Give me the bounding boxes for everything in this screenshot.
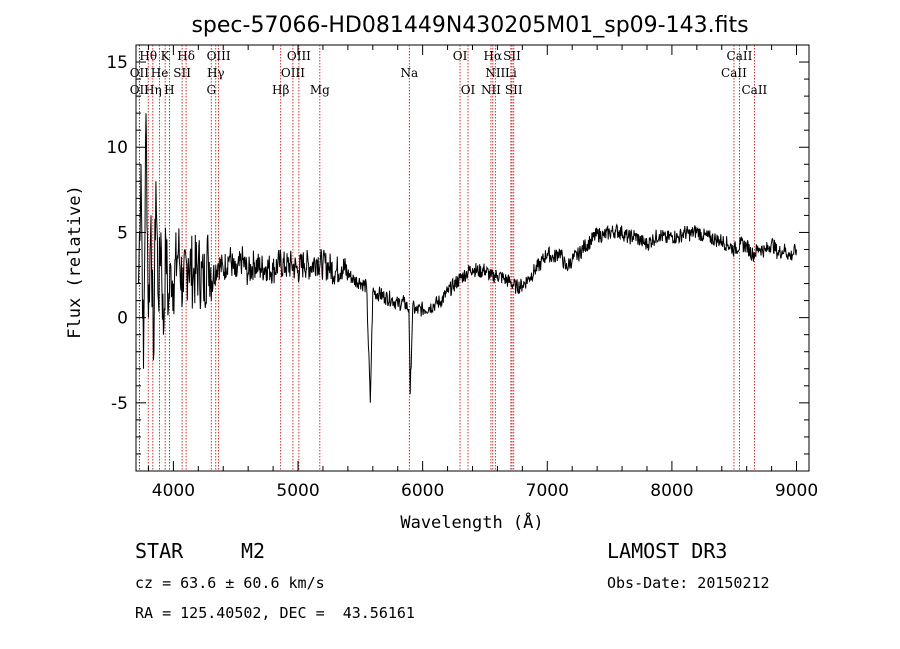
y-tick-label: 10	[106, 138, 128, 158]
emission-line-label: Hθ	[139, 49, 157, 63]
emission-line-markers	[138, 45, 755, 471]
y-tick-label: 0	[117, 309, 128, 329]
emission-line-label: OII	[130, 66, 150, 80]
y-tick-label: -5	[111, 394, 128, 414]
x-axis-label: Wavelength (Å)	[400, 511, 543, 533]
emission-line-label: Hδ	[177, 49, 195, 63]
survey-name: LAMOST DR3	[607, 539, 728, 563]
emission-line-label: Li	[505, 66, 517, 80]
emission-line-label: OIII	[207, 49, 231, 63]
spectrum-line	[138, 113, 797, 403]
emission-line-label: CaII	[741, 83, 767, 97]
emission-line-label: SII	[505, 83, 523, 97]
x-axis-ticks: 4000 5000 6000 7000 8000 9000	[147, 45, 818, 501]
emission-line-label: He	[151, 66, 169, 80]
emission-line-label: OI	[461, 83, 476, 97]
emission-line-label: Hα	[484, 49, 503, 63]
object-subclass: M2	[241, 539, 266, 563]
y-axis-label: Flux (relative)	[65, 185, 85, 339]
emission-line-label: CaII	[727, 49, 753, 63]
emission-line-label: OIII	[281, 66, 305, 80]
emission-line-label: Hη	[144, 83, 162, 97]
x-tick-label: 5000	[276, 481, 319, 501]
emission-line-label: Hγ	[207, 66, 225, 80]
x-tick-label: 6000	[401, 481, 444, 501]
y-axis-ticks: -5 0 5 10 15	[106, 44, 809, 455]
x-tick-label: 7000	[526, 481, 569, 501]
x-tick-label: 9000	[775, 481, 818, 501]
emission-line-label: SII	[173, 66, 191, 80]
emission-line-label: SII	[503, 49, 521, 63]
x-tick-label: 4000	[152, 481, 195, 501]
emission-line-label: CaII	[721, 66, 747, 80]
chart-title: spec-57066-HD081449N430205M01_sp09-143.f…	[191, 13, 748, 38]
emission-line-label: OIII	[287, 49, 311, 63]
redshift-velocity: cz = 63.6 ± 60.6 km/s	[135, 574, 325, 592]
emission-line-label: Mg	[310, 83, 330, 97]
y-tick-label: 15	[106, 53, 128, 73]
emission-line-label: NII	[485, 66, 505, 80]
emission-line-label: K	[161, 49, 171, 63]
observation-date: Obs-Date: 20150212	[607, 574, 770, 592]
y-tick-label: 5	[117, 223, 128, 243]
plot-frame	[135, 44, 810, 472]
emission-line-label: OI	[453, 49, 468, 63]
coordinates: RA = 125.40502, DEC = 43.56161	[135, 604, 415, 622]
emission-line-label: Na	[400, 66, 418, 80]
object-class: STAR	[135, 539, 184, 563]
emission-line-label: H	[164, 83, 174, 97]
emission-line-label: G	[206, 83, 216, 97]
x-tick-label: 8000	[650, 481, 693, 501]
emission-line-label: NII	[481, 83, 501, 97]
emission-line-label: OII	[130, 83, 150, 97]
emission-line-label: Hβ	[272, 83, 289, 97]
